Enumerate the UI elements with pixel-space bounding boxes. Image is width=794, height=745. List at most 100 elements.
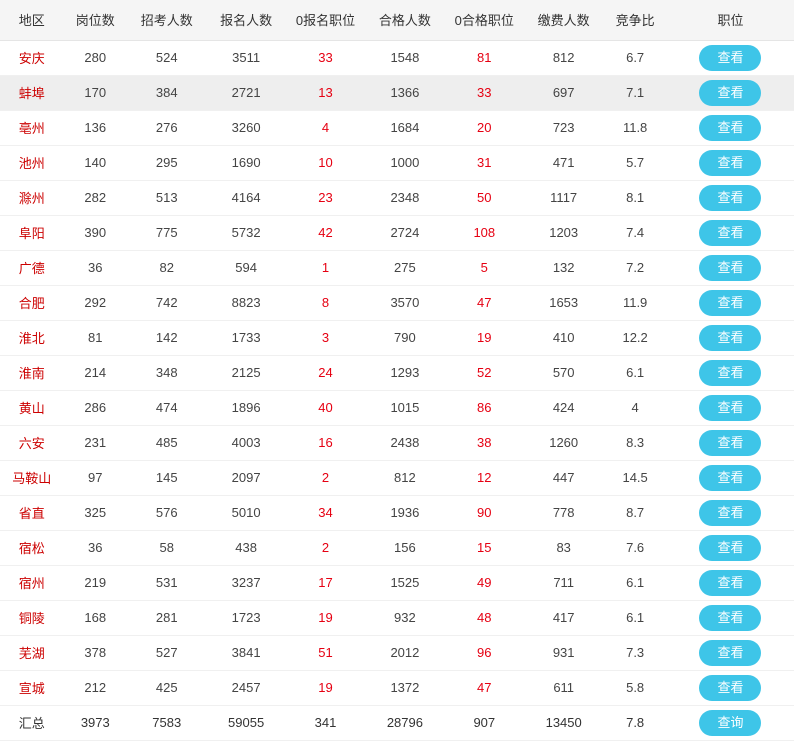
cell-value: 14.5 <box>603 460 667 495</box>
view-button[interactable]: 查看 <box>699 360 761 386</box>
cell-value: 790 <box>365 320 444 355</box>
col-header-5: 合格人数 <box>365 0 444 40</box>
cell-value: 1203 <box>524 215 603 250</box>
cell-red: 33 <box>445 75 524 110</box>
table-row: 淮北81142173337901941012.2查看 <box>0 320 794 355</box>
view-button[interactable]: 查看 <box>699 185 761 211</box>
cell-value: 711 <box>524 565 603 600</box>
cell-value: 13450 <box>524 705 603 740</box>
query-button[interactable]: 查询 <box>699 710 761 736</box>
cell-red: 2 <box>286 530 365 565</box>
cell-value: 3570 <box>365 285 444 320</box>
cell-value: 1936 <box>365 495 444 530</box>
cell-red: 10 <box>286 145 365 180</box>
cell-value: 11.9 <box>603 285 667 320</box>
cell-value: 474 <box>127 390 206 425</box>
view-button[interactable]: 查看 <box>699 500 761 526</box>
cell-value: 1896 <box>206 390 285 425</box>
cell-region: 宣城 <box>0 670 64 705</box>
cell-value: 59055 <box>206 705 285 740</box>
cell-red: 4 <box>286 110 365 145</box>
cell-value: 292 <box>64 285 128 320</box>
table-body: 安庆2805243511331548818126.7查看蚌埠1703842721… <box>0 40 794 740</box>
cell-action: 查看 <box>667 355 794 390</box>
cell-red: 51 <box>286 635 365 670</box>
cell-value: 7.6 <box>603 530 667 565</box>
cell-value: 2438 <box>365 425 444 460</box>
cell-value: 1690 <box>206 145 285 180</box>
view-button[interactable]: 查看 <box>699 115 761 141</box>
view-button[interactable]: 查看 <box>699 570 761 596</box>
cell-region: 马鞍山 <box>0 460 64 495</box>
cell-value: 424 <box>524 390 603 425</box>
cell-value: 3841 <box>206 635 285 670</box>
cell-value: 4164 <box>206 180 285 215</box>
table-row: 芜湖3785273841512012969317.3查看 <box>0 635 794 670</box>
cell-value: 3511 <box>206 40 285 75</box>
view-button[interactable]: 查看 <box>699 430 761 456</box>
cell-value: 3973 <box>64 705 128 740</box>
cell-value: 3260 <box>206 110 285 145</box>
view-button[interactable]: 查看 <box>699 290 761 316</box>
cell-red: 15 <box>445 530 524 565</box>
cell-value: 1723 <box>206 600 285 635</box>
cell-red: 19 <box>286 600 365 635</box>
view-button[interactable]: 查看 <box>699 535 761 561</box>
cell-value: 325 <box>64 495 128 530</box>
cell-value: 156 <box>365 530 444 565</box>
cell-value: 4 <box>603 390 667 425</box>
cell-value: 7.3 <box>603 635 667 670</box>
cell-value: 6.1 <box>603 600 667 635</box>
cell-value: 2097 <box>206 460 285 495</box>
cell-red: 86 <box>445 390 524 425</box>
cell-value: 611 <box>524 670 603 705</box>
cell-value: 531 <box>127 565 206 600</box>
cell-value: 417 <box>524 600 603 635</box>
view-button[interactable]: 查看 <box>699 465 761 491</box>
view-button[interactable]: 查看 <box>699 395 761 421</box>
view-button[interactable]: 查看 <box>699 325 761 351</box>
cell-action: 查看 <box>667 250 794 285</box>
cell-value: 1525 <box>365 565 444 600</box>
table-row: 蚌埠1703842721131366336977.1查看 <box>0 75 794 110</box>
cell-value: 231 <box>64 425 128 460</box>
cell-red: 16 <box>286 425 365 460</box>
cell-region: 汇总 <box>0 705 64 740</box>
col-header-3: 报名人数 <box>206 0 285 40</box>
cell-value: 7.4 <box>603 215 667 250</box>
cell-value: 576 <box>127 495 206 530</box>
table-header: 地区岗位数招考人数报名人数0报名职位合格人数0合格职位缴费人数竞争比职位 <box>0 0 794 40</box>
cell-value: 7.1 <box>603 75 667 110</box>
cell-value: 145 <box>127 460 206 495</box>
cell-value: 214 <box>64 355 128 390</box>
cell-red: 96 <box>445 635 524 670</box>
cell-red: 341 <box>286 705 365 740</box>
view-button[interactable]: 查看 <box>699 255 761 281</box>
cell-action: 查看 <box>667 75 794 110</box>
view-button[interactable]: 查看 <box>699 150 761 176</box>
cell-action: 查看 <box>667 180 794 215</box>
cell-value: 275 <box>365 250 444 285</box>
cell-value: 1117 <box>524 180 603 215</box>
col-header-4: 0报名职位 <box>286 0 365 40</box>
cell-value: 5.7 <box>603 145 667 180</box>
table-row: 滁州28251341642323485011178.1查看 <box>0 180 794 215</box>
col-header-9: 职位 <box>667 0 794 40</box>
view-button[interactable]: 查看 <box>699 640 761 666</box>
view-button[interactable]: 查看 <box>699 605 761 631</box>
cell-value: 58 <box>127 530 206 565</box>
cell-red: 108 <box>445 215 524 250</box>
cell-action: 查看 <box>667 110 794 145</box>
cell-action: 查看 <box>667 530 794 565</box>
col-header-7: 缴费人数 <box>524 0 603 40</box>
view-button[interactable]: 查看 <box>699 45 761 71</box>
view-button[interactable]: 查看 <box>699 80 761 106</box>
view-button[interactable]: 查看 <box>699 220 761 246</box>
cell-red: 17 <box>286 565 365 600</box>
cell-red: 3 <box>286 320 365 355</box>
cell-value: 8.1 <box>603 180 667 215</box>
cell-value: 11.8 <box>603 110 667 145</box>
view-button[interactable]: 查看 <box>699 675 761 701</box>
cell-red: 52 <box>445 355 524 390</box>
cell-value: 36 <box>64 530 128 565</box>
